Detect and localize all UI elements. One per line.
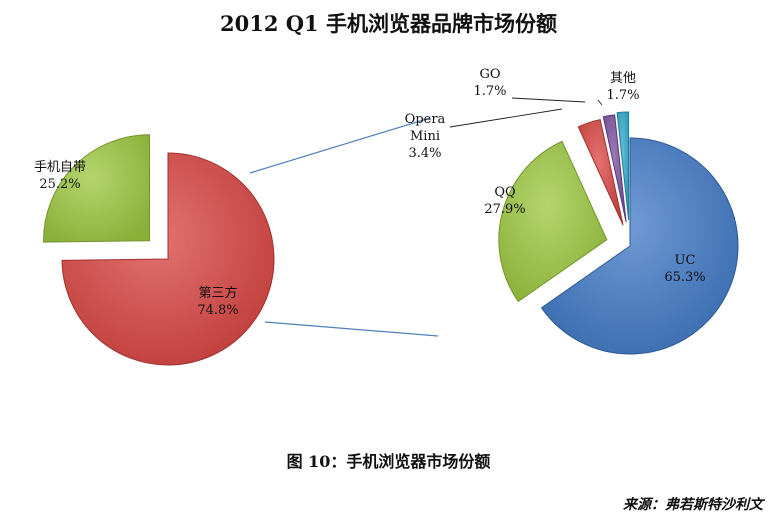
label-opera-mini: Opera Mini 3.4% <box>405 112 446 161</box>
slice-third-party <box>61 152 275 366</box>
leader-line-opera-mini <box>449 108 563 128</box>
slice-opera-mini <box>577 118 624 226</box>
slice-go <box>602 114 627 223</box>
connector-line-bottom <box>264 321 439 337</box>
label-go: GO 1.7% <box>473 67 506 99</box>
leader-line-other <box>597 99 603 106</box>
label-uc: UC 65.3% <box>664 253 705 285</box>
label-other: 其他 1.7% <box>606 71 639 103</box>
slice-qq <box>498 140 608 303</box>
slice-other <box>616 111 630 221</box>
slice-uc <box>540 137 739 355</box>
chart-title: 2012 Q1 手机浏览器品牌市场份额 <box>220 11 557 36</box>
figure-caption: 图 10：手机浏览器市场份额 <box>286 452 491 471</box>
label-third-party: 第三方 74.8% <box>197 285 238 318</box>
label-qq: QQ 27.9% <box>484 185 525 217</box>
source-note: 来源：弗若斯特沙利文 <box>623 497 763 513</box>
leader-line-go <box>511 97 586 103</box>
connector-line-top <box>249 117 431 174</box>
slice-builtin <box>43 134 150 243</box>
label-builtin: 手机自带 25.2% <box>34 160 86 192</box>
